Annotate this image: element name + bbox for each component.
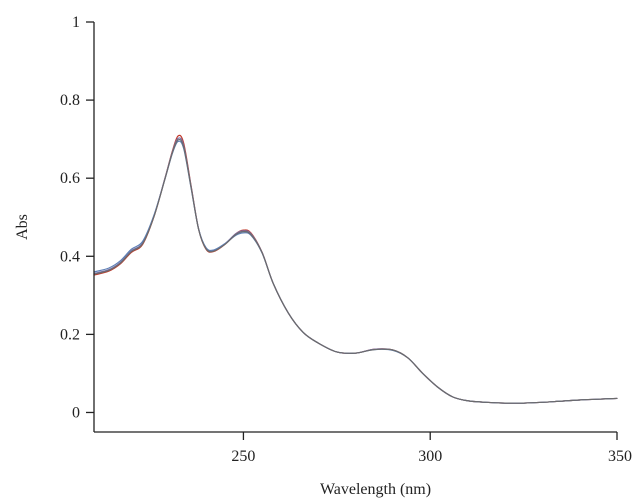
y-tick-label: 0 (72, 404, 80, 421)
x-tick-label: 350 (608, 448, 632, 465)
x-tick-label: 300 (418, 448, 442, 465)
x-tick-label: 250 (231, 448, 255, 465)
y-tick-label: 0.4 (60, 248, 80, 265)
ticks-layer: 0 0.2 0.4 0.6 0.8 1 250 300 350 (60, 14, 632, 465)
y-tick-label: 0.8 (60, 92, 80, 109)
series-line-1 (93, 134, 618, 404)
y-tick-label: 1 (72, 14, 80, 31)
y-tick-label: 0.2 (60, 326, 80, 343)
y-axis-title: Abs (14, 214, 31, 240)
series-line-2 (93, 137, 618, 404)
series-line-3 (93, 140, 618, 404)
y-tick-label: 0.6 (60, 170, 80, 187)
axes-layer (93, 22, 617, 433)
series-layer (93, 134, 618, 404)
series-line-4 (93, 138, 618, 404)
x-axis-title: Wavelength (nm) (320, 481, 431, 498)
